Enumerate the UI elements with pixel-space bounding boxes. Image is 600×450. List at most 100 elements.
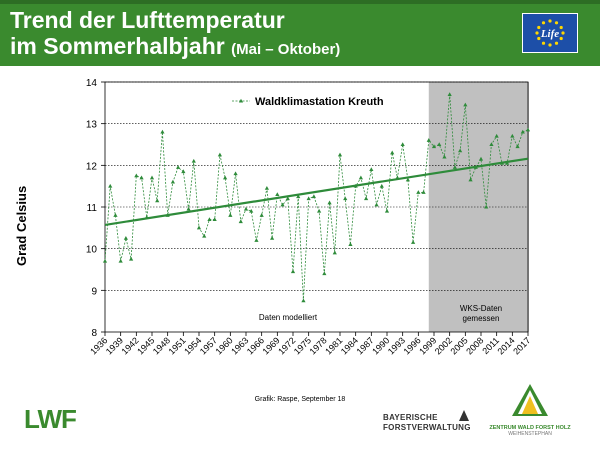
y-tick-label: 9 [91, 286, 97, 297]
data-point [322, 271, 327, 276]
y-tick-label: 8 [91, 328, 97, 339]
data-point [431, 144, 437, 149]
data-point [238, 219, 243, 224]
title-suffix: (Mai – Oktober) [231, 41, 341, 58]
annotation-measured-line2: gemessen [463, 314, 500, 323]
data-point [139, 175, 144, 180]
data-point [254, 238, 259, 242]
annotation-measured-line1: WKS-Daten [460, 304, 502, 313]
data-point [212, 217, 217, 221]
data-point [223, 175, 228, 180]
data-point [196, 225, 202, 230]
x-tick-label: 2017 [511, 335, 532, 356]
data-point [515, 144, 520, 149]
data-point [447, 92, 452, 96]
plot-frame [104, 81, 529, 333]
zwfh-name: ZENTRUM WALD FORST HOLZ [489, 425, 571, 431]
data-point [337, 152, 343, 157]
trend-line [104, 157, 529, 227]
data-point [301, 298, 306, 303]
data-point [510, 133, 515, 138]
data-point [525, 127, 531, 132]
data-point [311, 194, 316, 199]
data-point [243, 206, 249, 211]
data-point [155, 198, 160, 203]
data-point [452, 165, 457, 169]
header-bar: Trend der Lufttemperatur im Sommerhalbja… [0, 0, 600, 66]
data-point [379, 183, 384, 188]
data-point [264, 185, 269, 190]
data-point [358, 175, 363, 180]
data-point [207, 217, 212, 221]
data-point [202, 233, 207, 238]
data-point [489, 142, 494, 146]
data-point [113, 213, 118, 217]
data-point [494, 133, 499, 138]
data-point [217, 152, 222, 157]
data-point [405, 177, 410, 182]
data-point [118, 258, 123, 263]
zentrum-wald-forst-holz-logo: ZENTRUM WALD FORST HOLZ WEIHENSTEPHAN [489, 382, 571, 437]
data-point [416, 190, 421, 194]
data-point [270, 235, 275, 240]
data-point [186, 206, 191, 211]
data-point [478, 156, 484, 161]
title-line-1: Trend der Lufttemperatur [10, 7, 285, 33]
data-point [374, 202, 379, 207]
data-point [468, 177, 473, 182]
data-point [317, 208, 322, 213]
series-line [104, 94, 529, 301]
zwfh-sub: WEIHENSTEPHAN [508, 431, 552, 437]
data-point [123, 235, 128, 240]
data-point [411, 240, 416, 244]
data-point [426, 138, 431, 142]
eu-life-text: Life [540, 28, 559, 40]
lwf-logo: LWF [24, 404, 77, 434]
data-point [102, 258, 108, 263]
data-point [400, 142, 405, 146]
header-top-line [0, 0, 600, 4]
temperature-chart: 8910111213141936193919421945194819511954… [86, 78, 533, 357]
data-point [296, 194, 301, 199]
bfv-line-2: FORSTVERWALTUNG [383, 423, 471, 432]
data-point [332, 250, 337, 255]
data-point [280, 202, 285, 207]
data-point [520, 129, 525, 134]
data-point [421, 190, 426, 194]
data-point [285, 196, 290, 201]
y-tick-label: 12 [86, 161, 98, 172]
data-point [348, 242, 353, 246]
y-tick-label: 11 [87, 203, 98, 214]
data-point [290, 269, 296, 274]
y-axis-label: Grad Celsius [14, 185, 29, 266]
page-title: Trend der Lufttemperatur im Sommerhalbja… [10, 7, 340, 63]
eu-life-logo-icon: Life [522, 13, 578, 53]
legend-label: Waldklimastation Kreuth [255, 96, 384, 108]
data-point [176, 165, 181, 169]
data-point [390, 150, 395, 155]
data-point [233, 171, 238, 176]
data-point [458, 148, 463, 153]
data-point [149, 175, 155, 180]
y-tick-label: 14 [86, 78, 98, 89]
tree-icon [459, 410, 469, 421]
data-point [463, 102, 468, 107]
bfv-line-1: BAYERISCHE [383, 413, 438, 422]
data-point [259, 213, 264, 217]
title-line-2-main: im Sommerhalbjahr [10, 33, 225, 59]
data-point [306, 196, 311, 201]
data-point [129, 256, 134, 261]
data-point [191, 158, 196, 163]
data-point [384, 208, 390, 213]
data-point [108, 183, 113, 188]
data-point [181, 169, 186, 174]
data-point [484, 204, 489, 209]
y-tick-label: 13 [86, 120, 98, 131]
chart-credit: Grafik: Raspe, September 18 [254, 396, 346, 403]
annotation-modelled: Daten modelliert [259, 313, 318, 322]
bayerische-forstverwaltung-logo: BAYERISCHE FORSTVERWALTUNG [383, 413, 471, 433]
data-point [134, 173, 139, 178]
data-point [170, 179, 175, 184]
data-point [249, 208, 254, 213]
data-point [327, 200, 332, 205]
